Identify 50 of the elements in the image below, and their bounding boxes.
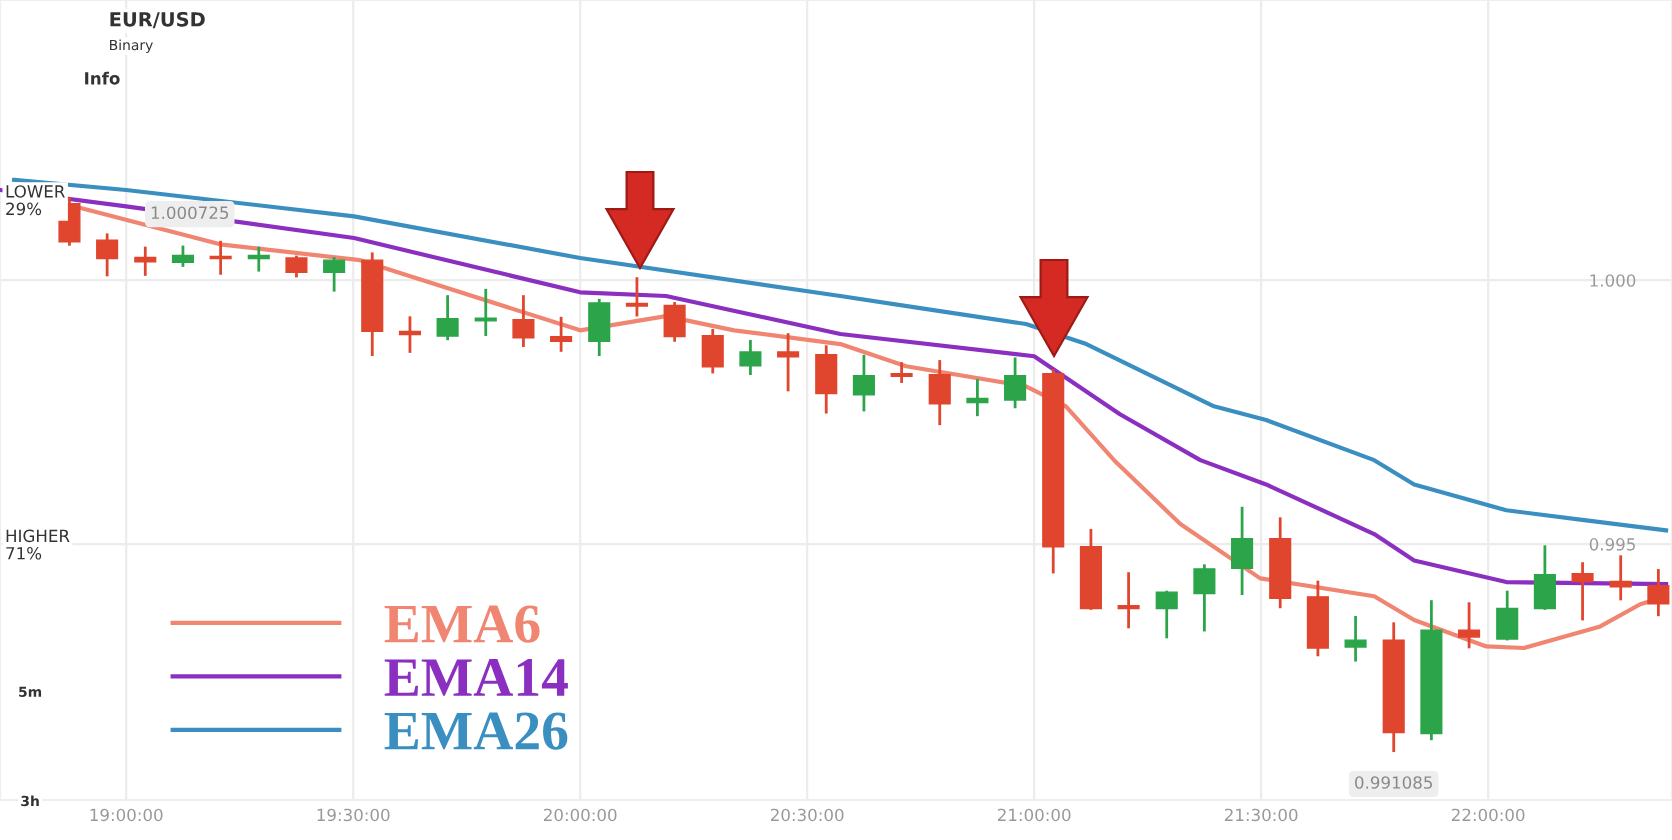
candlestick <box>1193 564 1216 632</box>
legend-label: EMA6 <box>384 605 540 643</box>
x-tick-label: 21:00:00 <box>997 808 1071 822</box>
candlestick <box>1344 616 1367 662</box>
candlestick <box>1533 545 1556 610</box>
candlestick <box>1231 506 1254 596</box>
annotation: HIGHER 71% <box>6 529 70 560</box>
y-tick-label: 0.995 <box>1589 538 1635 551</box>
candlestick <box>625 277 648 317</box>
candlestick <box>777 333 800 392</box>
x-tick-label: 21:30:00 <box>1224 808 1298 822</box>
candlestick <box>512 295 535 348</box>
annotation: LOWER 29% <box>6 185 65 216</box>
candlestick <box>171 245 195 267</box>
candlestick <box>966 379 989 417</box>
candlestick <box>1155 590 1178 639</box>
candlestick <box>96 233 119 277</box>
candlestick <box>890 362 913 383</box>
annotation: 0.991085 <box>1355 776 1433 789</box>
candlestick <box>1004 357 1027 409</box>
x-tick-label: 19:00:00 <box>90 808 163 822</box>
candlestick <box>285 255 308 278</box>
candlestick <box>701 328 724 374</box>
candlestick <box>739 340 762 375</box>
candlestick <box>928 360 951 426</box>
candlestick <box>1496 590 1519 641</box>
candlestick <box>1647 569 1670 617</box>
candlestick <box>663 302 686 342</box>
candlestick <box>815 345 838 414</box>
candlestick <box>474 288 497 336</box>
candlestick <box>588 298 611 357</box>
x-tick-label: 20:00:00 <box>543 808 617 822</box>
candlestick <box>550 316 573 352</box>
candlestick <box>436 295 459 341</box>
annotation: Info <box>85 71 120 85</box>
candlestick <box>134 246 157 276</box>
x-tick-label: 19:30:00 <box>317 808 390 822</box>
candlestick <box>1609 555 1632 601</box>
legend-label: EMA26 <box>384 712 568 750</box>
annotation: 1.000725 <box>151 206 229 220</box>
y-tick-label: 1.000 <box>1590 274 1636 287</box>
candlestick <box>1117 572 1140 629</box>
x-tick-label: 20:30:00 <box>770 808 844 822</box>
legend-label: EMA14 <box>384 659 568 696</box>
x-tick-label: 22:00:00 <box>1451 808 1525 822</box>
annotation: EUR/USD <box>110 11 205 29</box>
candlestick <box>1571 562 1594 621</box>
candlestick <box>852 354 875 412</box>
candlestick <box>323 257 346 292</box>
candlestick <box>1458 602 1481 649</box>
